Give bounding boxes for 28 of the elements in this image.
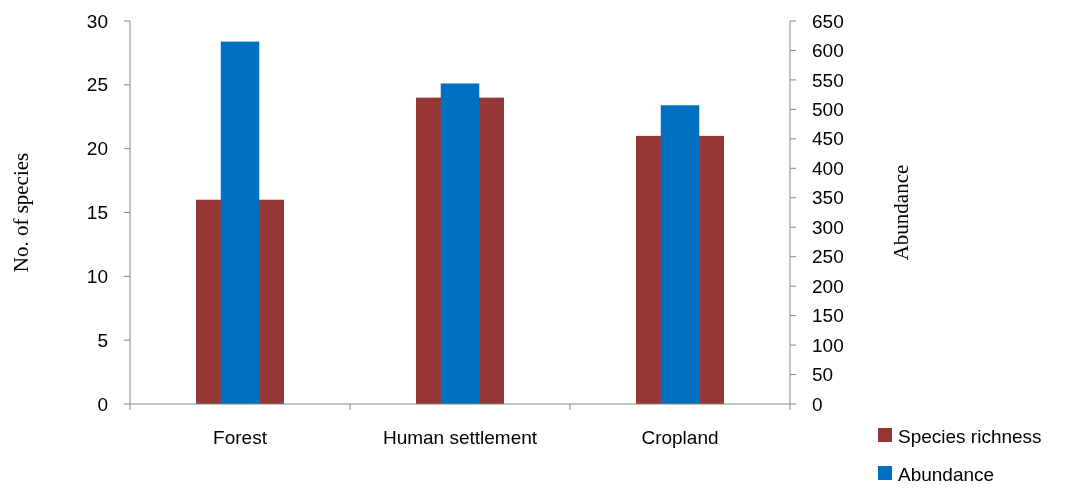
y2-tick-label: 350	[812, 187, 844, 209]
x-tick-label: Cropland	[641, 427, 719, 448]
y-tick-label: 25	[86, 74, 108, 96]
x-tick-label: Forest	[213, 427, 268, 448]
legend-label: Abundance	[898, 463, 995, 485]
y2-tick-label: 150	[812, 305, 844, 327]
y2-tick-label: 500	[812, 99, 844, 121]
y2-tick-label: 550	[812, 69, 844, 91]
y-tick-label: 20	[86, 138, 108, 160]
y2-tick-label: 100	[812, 334, 844, 356]
y2-tick-label: 450	[812, 128, 844, 150]
y2-tick-label: 600	[812, 40, 844, 62]
y2-tick-label: 300	[812, 216, 844, 238]
y2-tick-label: 650	[812, 10, 844, 32]
y2-tick-label: 50	[812, 364, 834, 386]
y2-tick-label: 250	[812, 246, 844, 268]
y2-tick-label: 0	[812, 393, 823, 415]
x-tick-label: Human settlement	[382, 427, 538, 448]
y-tick-label: 0	[97, 393, 108, 415]
y2-axis-title: Abundance	[889, 164, 913, 261]
y2-tick-label: 200	[812, 275, 844, 297]
y-tick-label: 5	[97, 329, 108, 351]
y2-tick-label: 400	[812, 157, 844, 179]
y-axis-title: No. of species	[9, 152, 33, 273]
y-tick-label: 10	[86, 265, 108, 287]
y-tick-label: 15	[86, 202, 108, 224]
y-tick-label: 30	[86, 10, 108, 32]
legend-label: Species richness	[898, 425, 1042, 447]
